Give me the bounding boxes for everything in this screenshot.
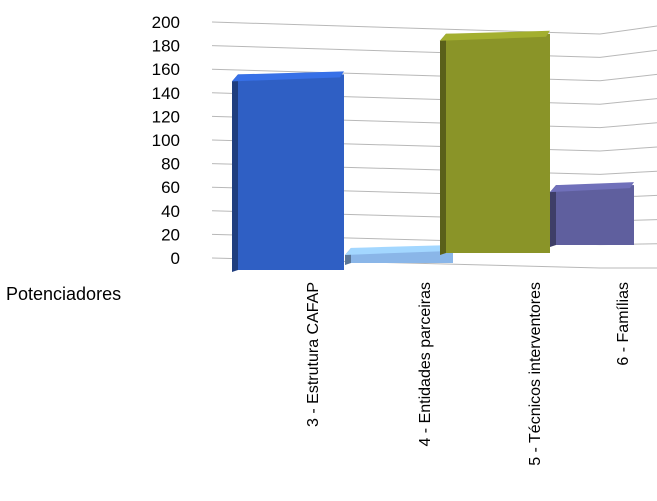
y-tick-label: 180	[152, 37, 180, 56]
y-tick-label: 80	[161, 155, 180, 174]
y-tick-label: 40	[161, 202, 180, 221]
y-tick-label: 100	[152, 131, 180, 150]
y-tick-label: 20	[161, 225, 180, 244]
category-label: 4 - Entidades parceiras	[417, 282, 434, 447]
y-tick-label: 0	[171, 249, 180, 268]
y-tick-label: 140	[152, 84, 180, 103]
category-label: 3 - Estrutura CAFAP	[305, 282, 322, 427]
category-label: 5 - Técnicos interventores	[527, 282, 544, 466]
bars	[232, 30, 634, 273]
bar	[345, 244, 453, 265]
bar	[550, 182, 634, 247]
category-labels: 3 - Estrutura CAFAP 4 - Entidades parceir…	[305, 282, 632, 466]
y-tick-label: 200	[152, 13, 180, 32]
y-tick-label: 120	[152, 107, 180, 126]
y-tick-label: 60	[161, 178, 180, 197]
y-tick-label: 160	[152, 60, 180, 79]
row-label: Potenciadores	[6, 284, 121, 304]
gridline	[211, 21, 657, 35]
bar	[232, 71, 344, 273]
bar	[440, 30, 550, 255]
y-axis-tick-labels: 0 20 40 60 80 100 120 140 160 180 200	[152, 13, 180, 268]
category-label: 6 - Famílias	[615, 282, 632, 366]
gridline	[211, 45, 657, 58]
